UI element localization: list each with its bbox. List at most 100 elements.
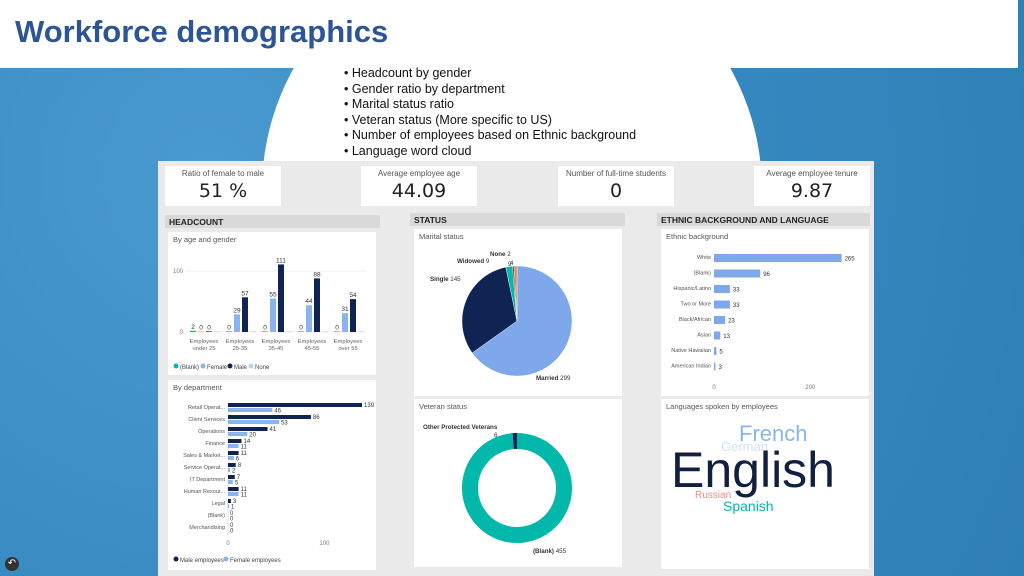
data-label: 13 [723,334,730,340]
kpi-label: Number of full-time students [565,169,667,178]
x-tick-label: Employees 25-35 [226,339,255,352]
kpi-value: 0 [609,180,623,202]
category-label: Retail Operat... [188,405,225,411]
data-label: 41 [270,427,277,433]
bar-blank [262,331,268,332]
category-label: Merchandising [189,525,225,531]
x-tick-label: 100 [319,541,330,547]
bar-none [286,331,292,332]
kpi-value: 9.87 [790,180,834,202]
data-label: 20 [249,433,256,439]
data-label: 8 [238,463,242,469]
bar-male [228,487,239,491]
kpi-card-students: Number of full-time students 0 [558,166,674,206]
category-label: Legal [212,501,225,507]
data-label: 0 [227,324,231,331]
category-label: Finance [205,441,225,447]
data-label: 88 [313,271,321,278]
data-label: 0 [207,324,211,331]
legend-swatch-female [200,363,206,369]
panel-veteran: Veteran status (Blank) 455 Other Protecte… [414,399,622,567]
bar-none [214,331,220,332]
bar-male [206,331,212,332]
slice-label: Widowed 9 [457,258,490,265]
x-tick-label: 200 [805,385,816,391]
legend-swatch-none [248,363,254,369]
word-french: French [739,421,807,446]
bar-male [350,299,356,332]
data-label: 86 [313,415,320,421]
slice-label-name: Single [430,276,450,283]
legend-swatch-male [173,556,179,562]
data-label: 5 [235,481,239,487]
bar-male [228,463,236,467]
bullet-item: Veteran status (More specific to US) [344,113,636,129]
donut-slice-blank [462,433,572,543]
bar-male [228,475,235,479]
panel-marital: Marital status Married 299 Single 145 Wido… [414,229,622,396]
legend-label-none: None [255,365,270,371]
data-label: 265 [845,257,856,263]
category-label: Native Hawaiian [671,348,711,354]
bullet-item: Language word cloud [344,144,636,160]
bar-female [234,314,240,332]
data-label: 1 [231,505,235,511]
slice-label-name: Other Protected Veterans [423,424,498,431]
slice-label: None 2 [490,251,511,258]
word-english: English [671,442,835,498]
bullet-item: Headcount by gender [344,66,636,82]
slice-label-value: 145 [450,276,461,283]
bar-female [270,298,276,332]
bullet-list: Headcount by gender Gender ratio by depa… [344,66,636,159]
panel-title: Marital status [419,232,464,241]
kpi-card-tenure: Average employee tenure 9.87 [754,166,870,206]
slice-label-value: 4 [510,260,514,267]
data-label: 2 [232,469,236,475]
data-label: 11 [241,493,248,499]
bar-female [228,408,273,412]
kpi-value: 51 % [198,180,248,202]
legend-swatch-blank [173,363,179,369]
slice-label-value: 2 [507,251,511,258]
data-label: 0 [230,511,234,517]
bar-male [314,278,320,332]
category-label: Hispanic/Latino [673,286,711,292]
word-german: German [721,439,768,454]
y-tick-label: 0 [180,330,184,336]
kpi-label: Average employee age [377,169,461,178]
legend-swatch-male [227,363,233,369]
bullet-item: Gender ratio by department [344,82,636,98]
back-icon[interactable]: ↶ [5,557,19,571]
bar-female [342,313,348,332]
legend-label-male: Male employees [180,558,224,564]
data-label: 11 [241,487,248,493]
bar-ethnic [714,300,730,309]
bar-ethnic [714,331,721,340]
bar-blank [190,330,196,332]
bar-female [228,480,233,484]
data-label: 6 [236,457,240,463]
department-legend: Male employees Female employees [173,556,281,564]
pie-slice-married [471,265,573,377]
y-tick-label: 100 [173,269,184,275]
data-label: 2 [191,324,195,331]
x-tick-label: 0 [712,385,716,391]
bar-female [228,492,239,496]
pie-slice-blank [513,265,518,322]
data-label: 11 [241,451,248,457]
bar-ethnic [714,285,730,293]
kpi-label: Ratio of female to male [181,169,265,178]
x-tick-label: Employees 35-45 [262,339,291,352]
category-label: (Blank) [694,271,712,277]
section-header-ethnic: ETHNIC BACKGROUND AND LANGUAGE [657,213,870,226]
bar-blank [298,331,304,332]
bar-ethnic [714,362,716,371]
category-label: Client Services [188,417,225,423]
x-tick-label: 0 [226,541,230,547]
bar-male [228,427,268,431]
legend-label-blank: (Blank) [180,365,199,371]
bar-ethnic [714,269,761,278]
